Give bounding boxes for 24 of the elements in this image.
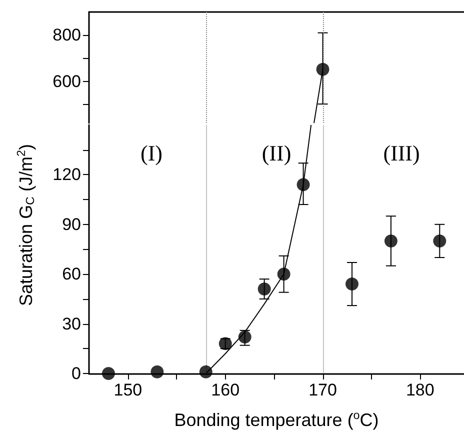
y-tick-label: 120 [52,165,81,184]
x-tick-label: 170 [308,380,337,400]
annotation: (I) [140,140,162,166]
x-tick-label: 160 [211,380,240,400]
y-tick-label: 60 [62,264,81,284]
point [258,282,271,296]
y-tick-label: 30 [62,314,81,334]
annotation: (II) [262,140,292,166]
point [102,367,115,380]
y-tick-label: 800 [52,26,81,45]
y-axis-title: Saturation GC (J/m2) [15,144,37,306]
annotation: (III) [383,140,420,166]
x-tick-label: 150 [114,380,142,400]
point [384,234,398,248]
y-tick-label: 600 [52,72,81,91]
point [277,268,290,281]
point [433,234,446,248]
point [346,278,358,291]
y-tick-label: 0 [72,364,81,383]
point [150,365,164,378]
point [296,178,310,192]
x-tick-label: 180 [406,380,434,400]
point [199,365,212,378]
y-tick-label: 90 [62,214,81,234]
